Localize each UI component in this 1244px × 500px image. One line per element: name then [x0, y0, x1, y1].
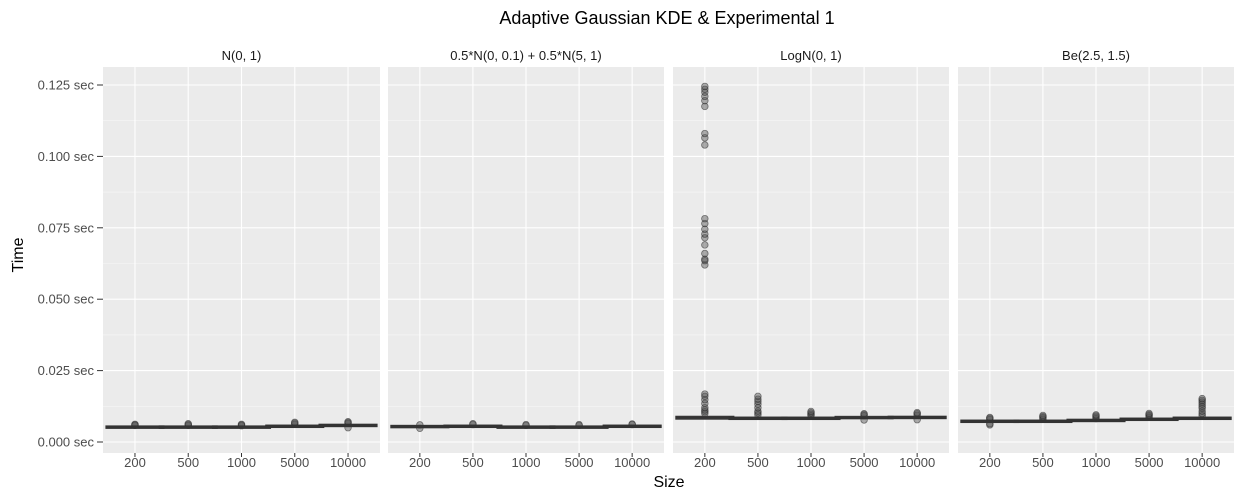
box	[318, 418, 378, 432]
outlier-point	[754, 397, 762, 406]
box	[1119, 409, 1179, 422]
outlier-point	[701, 408, 709, 416]
x-tick-label: 10000	[1184, 455, 1220, 470]
x-tick-label: 1000	[512, 455, 541, 470]
box	[887, 408, 947, 424]
outlier-point	[701, 249, 709, 258]
outlier-point	[701, 225, 709, 233]
box	[728, 392, 788, 421]
box	[390, 421, 450, 432]
box	[1066, 411, 1126, 423]
box	[602, 420, 662, 429]
y-tick-label: 0.025 sec	[38, 363, 95, 378]
facet-panel: Be(2.5, 1.5) 200 500 1000 5000 10000	[958, 48, 1234, 470]
x-tick-label: 200	[124, 455, 146, 470]
facet-panel: N(0, 1) 200 500 1000 5000 10000	[103, 48, 380, 470]
box	[675, 82, 735, 420]
x-tick-label: 500	[747, 455, 769, 470]
outlier-point	[701, 141, 709, 149]
x-tick-label: 500	[177, 455, 199, 470]
outlier-point	[701, 129, 709, 138]
x-tick-label: 5000	[1135, 455, 1164, 470]
facet-label: 0.5*N(0, 0.1) + 0.5*N(5, 1)	[450, 48, 601, 63]
box	[960, 413, 1020, 429]
outlier-point	[1145, 409, 1153, 418]
outlier-point	[701, 214, 709, 223]
x-tick-label: 1000	[1082, 455, 1111, 470]
outlier-point	[1198, 396, 1206, 405]
y-tick-label: 0.000 sec	[38, 435, 95, 450]
outlier-point	[1198, 394, 1206, 403]
box	[781, 407, 841, 421]
outlier-point	[701, 88, 709, 96]
outlier-point	[807, 407, 815, 416]
x-tick-label: 200	[409, 455, 431, 470]
x-tick-label: 200	[979, 455, 1001, 470]
y-tick-label: 0.050 sec	[38, 292, 95, 307]
x-tick-label: 5000	[850, 455, 879, 470]
facet-panel: LogN(0, 1) 200 500 1000 5000 10000	[673, 48, 949, 470]
outlier-point	[701, 82, 709, 91]
outlier-point	[1092, 411, 1100, 419]
facet-label: LogN(0, 1)	[780, 48, 841, 63]
facet-label: N(0, 1)	[222, 48, 262, 63]
outlier-point	[701, 390, 709, 398]
box	[1013, 411, 1073, 424]
x-axis-title: Size	[653, 474, 684, 491]
x-tick-label: 5000	[280, 455, 309, 470]
y-axis: 0.000 sec 0.025 sec 0.050 sec 0.075 sec 0.10…	[38, 78, 103, 450]
outlier-point	[701, 102, 709, 111]
facet-panel: 0.5*N(0, 0.1) + 0.5*N(5, 1) 200 500 1000 500…	[388, 48, 664, 470]
outlier-point	[913, 408, 921, 417]
box	[158, 420, 218, 430]
y-tick-label: 0.125 sec	[38, 78, 95, 93]
outlier-point	[701, 234, 709, 242]
outlier-point	[1198, 400, 1206, 408]
outlier-point	[701, 241, 709, 249]
outlier-point	[701, 399, 709, 408]
y-axis-title: Time	[10, 237, 27, 272]
x-tick-label: 1000	[227, 455, 256, 470]
outlier-point	[754, 409, 762, 417]
x-tick-label: 10000	[899, 455, 935, 470]
x-tick-label: 500	[1032, 455, 1054, 470]
outlier-point	[701, 255, 709, 263]
outlier-point	[754, 392, 762, 401]
outlier-point	[754, 400, 762, 409]
facet-label: Be(2.5, 1.5)	[1062, 48, 1130, 63]
outlier-point	[1039, 411, 1047, 420]
x-tick-label: 10000	[614, 455, 650, 470]
x-tick-label: 10000	[330, 455, 366, 470]
chart-title: Adaptive Gaussian KDE & Experimental 1	[499, 8, 834, 28]
x-tick-label: 5000	[565, 455, 594, 470]
x-tick-label: 500	[462, 455, 484, 470]
box	[834, 410, 894, 424]
y-tick-label: 0.100 sec	[38, 149, 95, 164]
x-tick-label: 1000	[797, 455, 826, 470]
outlier-point	[701, 392, 709, 401]
box	[496, 420, 556, 430]
box	[1172, 394, 1232, 421]
y-tick-label: 0.075 sec	[38, 220, 95, 235]
box	[265, 418, 325, 429]
box	[105, 420, 165, 430]
x-tick-label: 200	[694, 455, 716, 470]
box	[549, 420, 609, 430]
outlier-point	[701, 85, 709, 93]
outlier-point	[754, 395, 762, 403]
